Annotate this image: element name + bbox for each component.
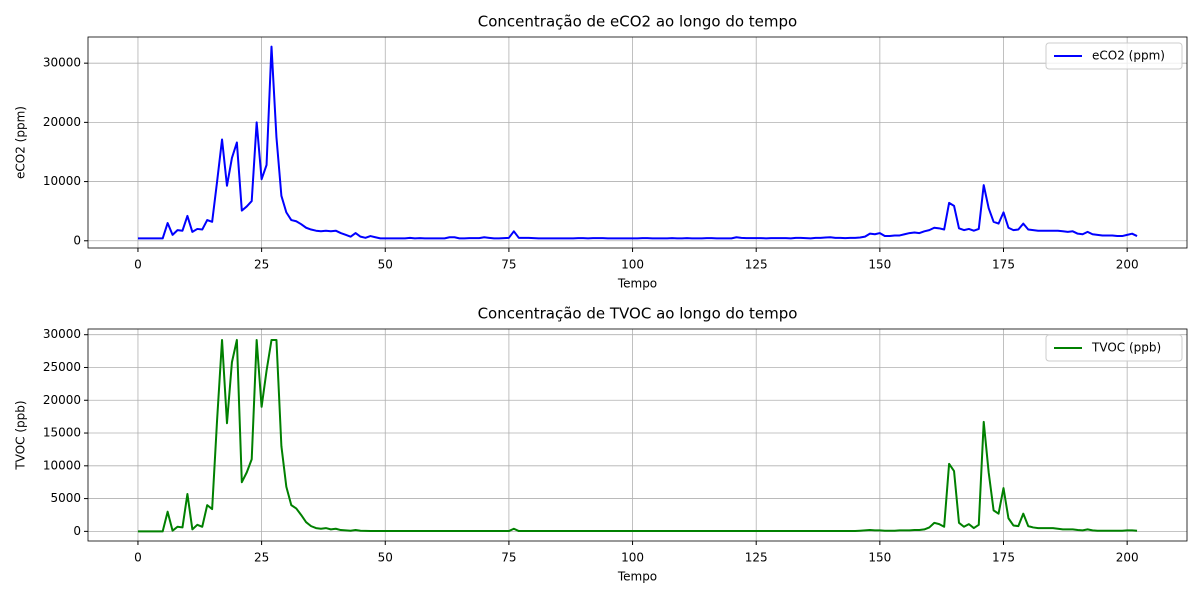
x-tick-label: 100 bbox=[621, 258, 644, 272]
plot-frame bbox=[87, 328, 1188, 542]
chart-title: Concentração de eCO2 ao longo do tempo bbox=[478, 13, 797, 31]
x-tick-label: 150 bbox=[868, 551, 891, 565]
x-tick-label: 0 bbox=[134, 258, 142, 272]
x-tick-label: 175 bbox=[992, 551, 1015, 565]
y-tick-label: 15000 bbox=[43, 426, 81, 440]
y-axis-label: eCO2 (ppm) bbox=[14, 106, 28, 179]
x-tick-label: 50 bbox=[378, 258, 393, 272]
y-tick-label: 30000 bbox=[43, 327, 81, 341]
legend-label: TVOC (ppb) bbox=[1091, 341, 1161, 355]
y-tick-label: 0 bbox=[73, 233, 81, 247]
x-tick-label: 125 bbox=[745, 258, 768, 272]
x-tick-label: 0 bbox=[134, 551, 142, 565]
legend-label: eCO2 (ppm) bbox=[1092, 49, 1165, 63]
x-tick-label: 75 bbox=[501, 551, 516, 565]
y-tick-label: 0 bbox=[73, 524, 81, 538]
y-tick-label: 25000 bbox=[43, 360, 81, 374]
y-tick-label: 5000 bbox=[50, 491, 81, 505]
data-line bbox=[137, 45, 1138, 240]
x-tick-label: 75 bbox=[501, 258, 516, 272]
x-axis-label: Tempo bbox=[617, 570, 657, 584]
y-tick-label: 20000 bbox=[43, 393, 81, 407]
legend-box bbox=[1045, 42, 1183, 70]
data-line bbox=[137, 338, 1138, 533]
x-tick-label: 50 bbox=[378, 551, 393, 565]
y-tick-label: 10000 bbox=[43, 174, 81, 188]
plot-frame bbox=[87, 36, 1188, 249]
x-tick-label: 125 bbox=[745, 551, 768, 565]
chart-title: Concentração de TVOC ao longo do tempo bbox=[478, 305, 798, 323]
legend-box bbox=[1045, 334, 1183, 362]
x-tick-label: 200 bbox=[1116, 258, 1139, 272]
x-tick-label: 175 bbox=[992, 258, 1015, 272]
x-tick-label: 150 bbox=[868, 258, 891, 272]
x-tick-label: 25 bbox=[254, 258, 269, 272]
y-tick-label: 30000 bbox=[43, 56, 81, 70]
x-tick-label: 100 bbox=[621, 551, 644, 565]
x-axis-label: Tempo bbox=[617, 277, 657, 291]
x-tick-label: 200 bbox=[1116, 551, 1139, 565]
y-tick-label: 20000 bbox=[43, 115, 81, 129]
y-tick-label: 10000 bbox=[43, 458, 81, 472]
y-axis-label: TVOC (ppb) bbox=[14, 400, 28, 470]
x-tick-label: 25 bbox=[254, 551, 269, 565]
